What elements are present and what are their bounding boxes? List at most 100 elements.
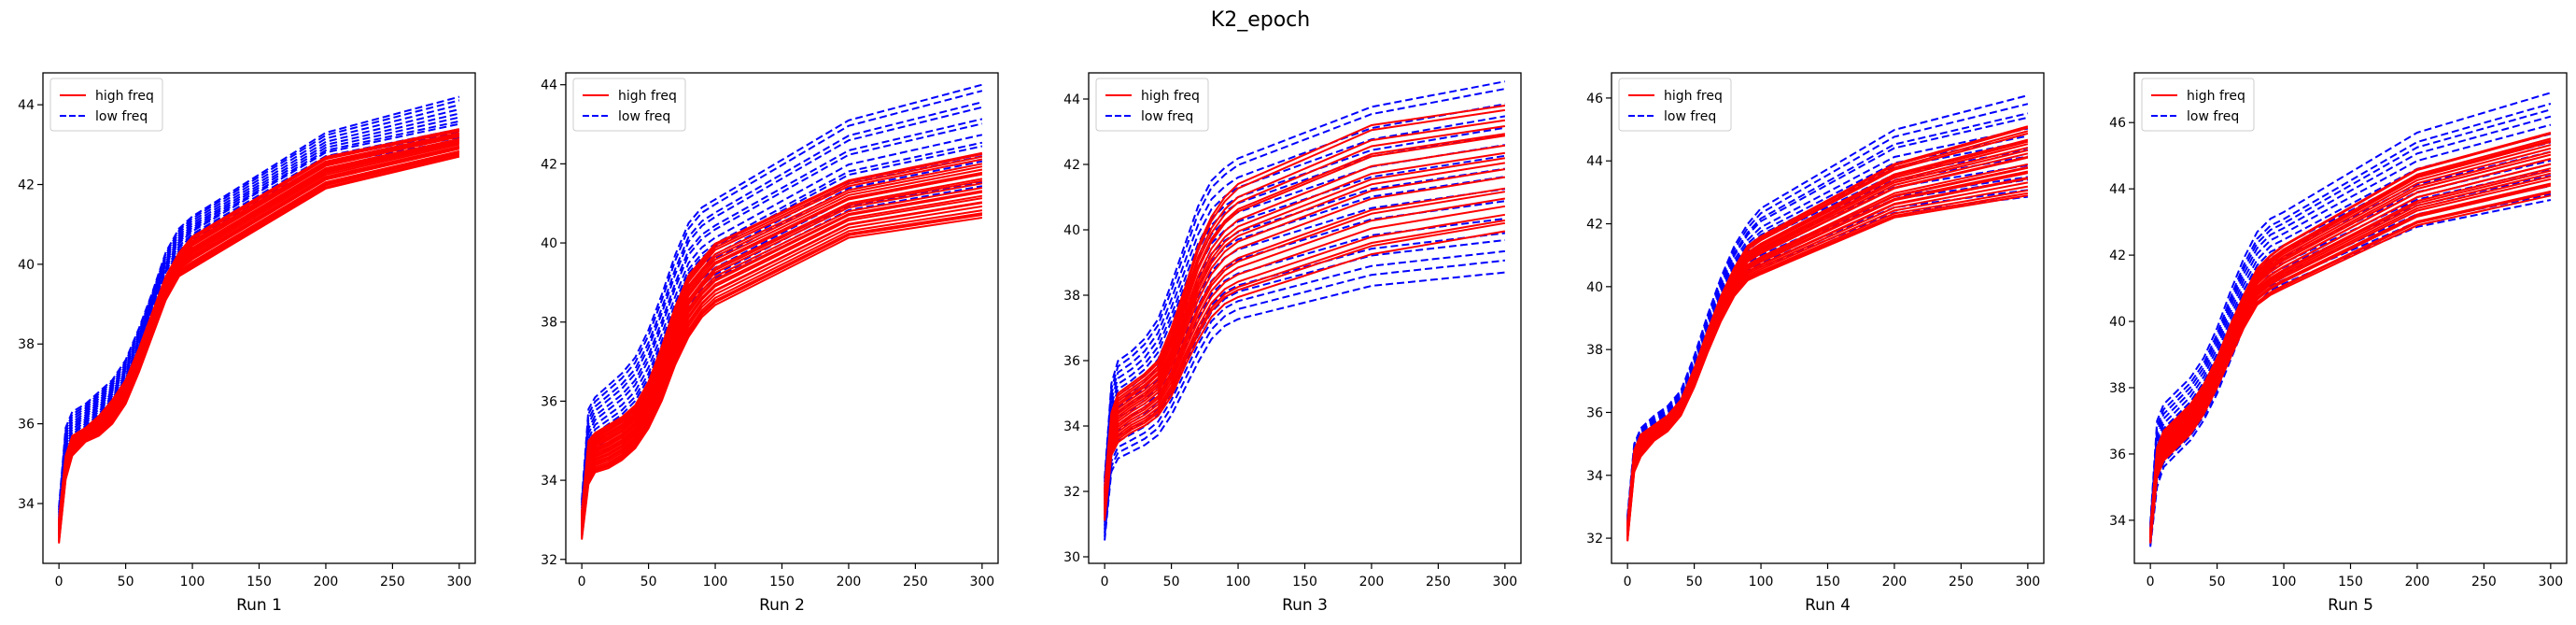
chart-panel-4: 0 50 100 150 200 250 300 32 34 36 38 40 42 44 46 Run 4 h… bbox=[1586, 72, 2045, 615]
chart-panel-1: 0 50 100 150 200 250 300 34 36 38 40 42 44 Run 1 high … bbox=[18, 72, 476, 615]
x-tick-label: 0 bbox=[578, 575, 586, 589]
low-freq-line-9 bbox=[581, 122, 983, 514]
low-freq-line-7 bbox=[58, 116, 460, 520]
low-freq-line-5 bbox=[58, 122, 460, 526]
x-tick-label: 250 bbox=[2471, 575, 2497, 589]
x-tick-label: 150 bbox=[246, 575, 272, 589]
legend: high freq low freq bbox=[2141, 78, 2255, 132]
x-tick-label: 0 bbox=[2147, 575, 2155, 589]
high-freq-line-15 bbox=[1104, 135, 1506, 497]
x-tick-label: 50 bbox=[1686, 575, 1703, 589]
y-tick-label: 40 bbox=[2109, 315, 2126, 330]
high-freq-line-22 bbox=[58, 130, 460, 522]
y-tick-label: 34 bbox=[2109, 514, 2126, 529]
low-freq-line-10 bbox=[1626, 127, 2029, 521]
high-freq-line-17 bbox=[58, 135, 460, 527]
x-tick-label: 150 bbox=[2338, 575, 2363, 589]
y-tick-label: 44 bbox=[1586, 154, 1603, 169]
low-freq-line-4 bbox=[58, 128, 460, 529]
low-freq-line-2 bbox=[1626, 189, 2029, 532]
y-tick-label: 34 bbox=[541, 474, 557, 489]
low-freq-line-11 bbox=[58, 99, 460, 511]
y-tick-label: 32 bbox=[1586, 532, 1603, 547]
x-tick-label: 200 bbox=[1882, 575, 1907, 589]
high-freq-line-11 bbox=[1626, 165, 2029, 533]
low-freq-line-14 bbox=[1104, 126, 1506, 493]
legend: high freq low freq bbox=[49, 78, 163, 132]
low-freq-line-13 bbox=[1626, 103, 2029, 518]
y-tick-label: 40 bbox=[18, 258, 35, 273]
high-freq-line-18 bbox=[1104, 119, 1506, 492]
high-freq-line-9 bbox=[581, 194, 983, 531]
low-freq-line-9 bbox=[2149, 133, 2552, 533]
x-tick-label: 150 bbox=[1292, 575, 1317, 589]
y-tick-label: 44 bbox=[541, 78, 557, 93]
high-freq-line-10 bbox=[1104, 168, 1506, 505]
high-freq-line-12 bbox=[1104, 157, 1506, 503]
low-freq-line-2 bbox=[1104, 259, 1506, 537]
low-freq-line-13 bbox=[581, 90, 983, 504]
y-tick-label: 36 bbox=[1063, 354, 1080, 369]
legend-box bbox=[1095, 78, 1209, 132]
low-freq-line-1 bbox=[1626, 195, 2029, 533]
x-tick-label: 100 bbox=[1226, 575, 1251, 589]
low-freq-line-3 bbox=[1626, 178, 2029, 530]
high-freq-line-1 bbox=[1104, 230, 1506, 521]
x-tick-label: 300 bbox=[2015, 575, 2040, 589]
x-tick-label: 250 bbox=[380, 575, 405, 589]
x-tick-label: 200 bbox=[837, 575, 862, 589]
y-tick-label: 32 bbox=[1063, 485, 1080, 500]
y-tick-label: 32 bbox=[541, 553, 557, 568]
legend-box bbox=[1618, 78, 1732, 132]
high-freq-line-20 bbox=[581, 163, 983, 518]
y-tick-label: 38 bbox=[18, 337, 35, 352]
high-freq-line-24 bbox=[2149, 132, 2552, 531]
legend: high freq low freq bbox=[1618, 78, 1732, 132]
high-freq-line-4 bbox=[1626, 185, 2029, 539]
x-tick-label: 150 bbox=[769, 575, 795, 589]
y-tick-label: 44 bbox=[18, 98, 35, 113]
axes-frame bbox=[1088, 72, 1522, 564]
x-axis-label: Run 3 bbox=[1282, 596, 1328, 615]
x-tick-label: 200 bbox=[2405, 575, 2430, 589]
low-freq-line-13 bbox=[1104, 133, 1506, 497]
x-tick-label: 300 bbox=[446, 575, 472, 589]
x-tick-label: 300 bbox=[1492, 575, 1517, 589]
high-freq-line-3 bbox=[1104, 219, 1506, 518]
chart-panel-2: 0 50 100 150 200 250 300 32 34 36 38 40 42 44 Run 2 hig… bbox=[541, 72, 999, 615]
legend-label-low-freq: low freq bbox=[1141, 109, 1193, 124]
y-tick-label: 34 bbox=[18, 497, 35, 512]
low-freq-line-8 bbox=[58, 112, 460, 518]
high-freq-line-3 bbox=[581, 212, 983, 538]
y-tick-label: 46 bbox=[2109, 116, 2126, 131]
legend: high freq low freq bbox=[1095, 78, 1209, 132]
low-freq-line-1 bbox=[1104, 271, 1506, 541]
y-tick-label: 38 bbox=[1063, 289, 1080, 304]
high-freq-line-7 bbox=[581, 201, 983, 533]
y-tick-label: 42 bbox=[2109, 249, 2126, 263]
low-freq-line-11 bbox=[1626, 116, 2029, 520]
x-tick-label: 250 bbox=[903, 575, 928, 589]
x-tick-label: 50 bbox=[640, 575, 657, 589]
high-freq-line-16 bbox=[1104, 133, 1506, 495]
high-freq-line-5 bbox=[581, 205, 983, 535]
legend-label-high-freq: high freq bbox=[95, 89, 154, 104]
low-freq-line-10 bbox=[581, 118, 983, 512]
y-tick-label: 42 bbox=[1586, 218, 1603, 233]
legend-box bbox=[2141, 78, 2255, 132]
y-tick-label: 36 bbox=[18, 418, 35, 433]
legend-label-low-freq: low freq bbox=[2187, 109, 2239, 124]
figure-title: K2_epoch bbox=[1211, 8, 1310, 32]
high-freq-line-6 bbox=[1104, 197, 1506, 513]
legend-label-high-freq: high freq bbox=[1141, 89, 1200, 104]
low-freq-line-10 bbox=[58, 104, 460, 513]
x-tick-label: 200 bbox=[314, 575, 339, 589]
x-tick-label: 100 bbox=[2272, 575, 2297, 589]
y-tick-label: 42 bbox=[1063, 158, 1080, 173]
high-freq-line-21 bbox=[58, 132, 460, 523]
low-freq-line-9 bbox=[58, 108, 460, 516]
x-axis-label: Run 4 bbox=[1805, 596, 1851, 615]
high-freq-line-9 bbox=[1104, 176, 1506, 507]
